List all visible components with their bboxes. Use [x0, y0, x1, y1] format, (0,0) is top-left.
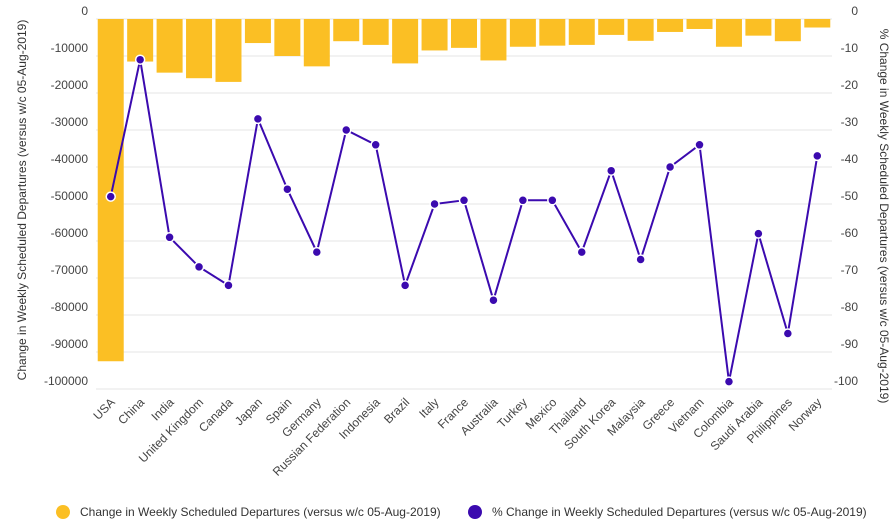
line-point	[753, 228, 764, 239]
bar	[686, 19, 713, 29]
right-axis-title: % Change in Weekly Scheduled Departures …	[877, 29, 891, 404]
line-point	[694, 139, 705, 151]
category-label: China	[115, 395, 147, 427]
line-point	[340, 124, 352, 136]
bar	[97, 19, 124, 362]
legend-label-bars: Change in Weekly Scheduled Departures (v…	[80, 505, 441, 519]
category-label: Italy	[416, 395, 441, 420]
legend-swatch-line	[468, 505, 482, 519]
bar	[509, 19, 536, 47]
line-point	[664, 161, 676, 173]
line-point	[547, 195, 558, 206]
left-tick-label: -20000	[51, 78, 89, 92]
line-point	[576, 246, 588, 258]
line-point	[517, 195, 529, 206]
legend-item-bars: Change in Weekly Scheduled Departures (v…	[56, 505, 441, 519]
bar	[274, 19, 301, 56]
line-point	[105, 191, 116, 202]
bar	[186, 19, 213, 79]
left-tick-label: -10000	[51, 41, 89, 55]
bar	[244, 19, 271, 44]
bar	[215, 19, 242, 82]
right-tick-label: -70	[841, 263, 859, 277]
legend-label-line: % Change in Weekly Scheduled Departures …	[492, 505, 867, 519]
series-line	[109, 59, 819, 382]
right-tick-label: 0	[851, 4, 858, 18]
left-tick-label: -80000	[51, 300, 89, 314]
bar	[745, 19, 772, 36]
bar	[568, 19, 595, 45]
bar	[657, 19, 684, 32]
line-point	[223, 280, 234, 291]
bar	[539, 19, 566, 46]
bar	[333, 19, 360, 42]
legend-item-line: % Change in Weekly Scheduled Departures …	[468, 505, 867, 519]
bar	[392, 19, 419, 64]
line-point	[429, 198, 440, 210]
line-point	[399, 280, 411, 291]
right-axis-ticks: 0 -10 -20 -30 -40 -50 -60 -70 -80 -90 -100	[834, 4, 858, 388]
line-series	[105, 54, 823, 387]
line-point	[723, 376, 735, 387]
right-tick-label: -50	[841, 189, 859, 203]
left-axis-ticks: 0 -10000 -20000 -30000 -40000 -50000 -60000 -70…	[44, 4, 88, 388]
line-point	[370, 139, 381, 151]
left-tick-label: -40000	[51, 152, 89, 166]
line-point	[488, 294, 499, 306]
bar	[303, 19, 330, 67]
left-tick-label: -60000	[51, 226, 89, 240]
line-point	[193, 261, 205, 273]
right-tick-label: -60	[841, 226, 859, 240]
right-tick-label: -30	[841, 115, 859, 129]
right-tick-label: -100	[834, 374, 858, 388]
right-tick-label: -20	[841, 78, 859, 92]
bar	[156, 19, 183, 73]
line-point	[311, 246, 323, 258]
left-tick-label: 0	[81, 4, 88, 18]
bar-series	[97, 19, 831, 362]
left-tick-label: -30000	[51, 115, 89, 129]
bar	[598, 19, 625, 35]
combo-chart: 0 -10000 -20000 -30000 -40000 -50000 -60000 -70…	[15, 4, 891, 479]
bar	[362, 19, 389, 45]
bar	[715, 19, 742, 47]
left-tick-label: -90000	[51, 337, 89, 351]
right-tick-label: -80	[841, 300, 859, 314]
line-point	[635, 254, 646, 265]
category-label: USA	[90, 395, 117, 422]
line-point	[282, 183, 293, 195]
category-label: Norway	[786, 395, 825, 434]
line-point	[252, 113, 264, 125]
line-point	[812, 150, 823, 162]
category-label: Brazil	[381, 395, 412, 426]
legend: Change in Weekly Scheduled Departures (v…	[0, 505, 894, 529]
line-point	[782, 328, 794, 339]
bar	[480, 19, 507, 61]
line-point	[458, 195, 470, 206]
right-tick-label: -90	[841, 337, 859, 351]
left-tick-label: -50000	[51, 189, 89, 203]
bar	[421, 19, 448, 51]
left-tick-label: -100000	[44, 374, 88, 388]
category-label: Japan	[232, 395, 265, 428]
right-tick-label: -40	[841, 152, 859, 166]
bar	[451, 19, 477, 48]
line-point	[134, 54, 146, 65]
legend-swatch-bars	[56, 505, 70, 519]
line-point	[605, 165, 617, 176]
right-tick-label: -10	[841, 41, 859, 55]
line-point	[164, 232, 175, 243]
bar	[774, 19, 801, 42]
left-axis-title: Change in Weekly Scheduled Departures (v…	[15, 20, 29, 381]
left-tick-label: -70000	[51, 263, 89, 277]
bar	[627, 19, 654, 41]
bar	[804, 19, 831, 28]
